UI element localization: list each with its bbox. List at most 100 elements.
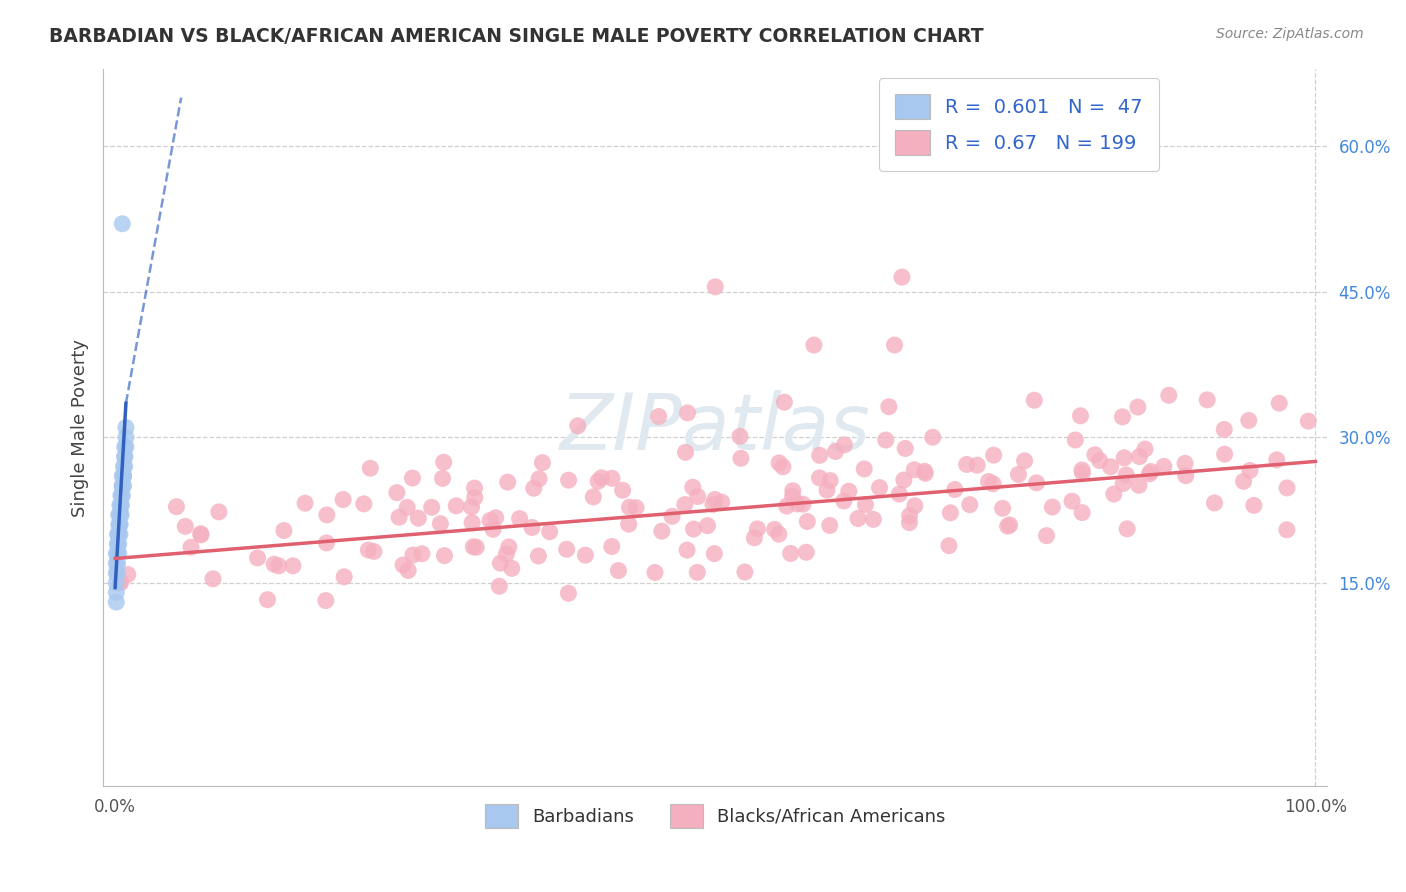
- Point: [617, 517, 640, 532]
- Point: [1102, 487, 1125, 501]
- Point: [111, 479, 134, 493]
- Point: [1157, 388, 1180, 402]
- Point: [479, 514, 502, 528]
- Point: [105, 547, 128, 561]
- Point: [600, 471, 623, 485]
- Point: [489, 556, 512, 570]
- Point: [675, 445, 697, 459]
- Point: [263, 558, 285, 572]
- Legend: Barbadians, Blacks/African Americans: Barbadians, Blacks/African Americans: [478, 797, 953, 835]
- Point: [582, 490, 605, 504]
- Point: [893, 473, 915, 487]
- Point: [111, 479, 134, 493]
- Point: [647, 409, 669, 424]
- Point: [267, 558, 290, 573]
- Point: [818, 518, 841, 533]
- Point: [523, 481, 546, 495]
- Point: [772, 459, 794, 474]
- Point: [107, 517, 129, 532]
- Point: [1099, 459, 1122, 474]
- Point: [773, 395, 796, 409]
- Point: [107, 537, 129, 551]
- Point: [890, 270, 912, 285]
- Point: [531, 456, 554, 470]
- Point: [463, 481, 485, 495]
- Point: [114, 450, 136, 464]
- Point: [485, 510, 508, 524]
- Point: [703, 547, 725, 561]
- Point: [108, 517, 131, 532]
- Point: [333, 570, 356, 584]
- Point: [1071, 466, 1094, 480]
- Point: [998, 517, 1021, 532]
- Point: [883, 338, 905, 352]
- Point: [107, 537, 129, 551]
- Point: [496, 475, 519, 490]
- Point: [815, 483, 838, 497]
- Point: [838, 484, 860, 499]
- Point: [1128, 450, 1150, 464]
- Point: [624, 500, 647, 515]
- Point: [855, 498, 877, 512]
- Point: [1084, 448, 1107, 462]
- Point: [710, 495, 733, 509]
- Point: [107, 527, 129, 541]
- Point: [768, 456, 790, 470]
- Point: [803, 338, 825, 352]
- Point: [894, 442, 917, 456]
- Point: [444, 499, 467, 513]
- Point: [408, 511, 430, 525]
- Point: [315, 536, 337, 550]
- Point: [105, 566, 128, 580]
- Point: [332, 492, 354, 507]
- Point: [115, 440, 138, 454]
- Point: [111, 488, 134, 502]
- Point: [111, 479, 134, 493]
- Point: [359, 461, 381, 475]
- Point: [644, 566, 666, 580]
- Point: [983, 448, 1005, 462]
- Point: [869, 481, 891, 495]
- Point: [903, 463, 925, 477]
- Point: [460, 500, 482, 514]
- Point: [1298, 414, 1320, 428]
- Point: [112, 459, 135, 474]
- Point: [509, 511, 531, 525]
- Point: [315, 508, 337, 522]
- Point: [1232, 475, 1254, 489]
- Point: [1071, 463, 1094, 477]
- Point: [567, 418, 589, 433]
- Point: [482, 522, 505, 536]
- Point: [1040, 500, 1063, 514]
- Point: [943, 483, 966, 497]
- Point: [747, 522, 769, 536]
- Point: [1088, 453, 1111, 467]
- Point: [433, 549, 456, 563]
- Point: [1025, 475, 1047, 490]
- Point: [105, 585, 128, 599]
- Point: [1035, 529, 1057, 543]
- Point: [1126, 400, 1149, 414]
- Point: [792, 497, 814, 511]
- Point: [315, 593, 337, 607]
- Point: [991, 501, 1014, 516]
- Point: [420, 500, 443, 515]
- Point: [1174, 456, 1197, 470]
- Point: [401, 471, 423, 485]
- Point: [246, 550, 269, 565]
- Point: [853, 462, 876, 476]
- Point: [808, 449, 831, 463]
- Point: [174, 519, 197, 533]
- Point: [105, 595, 128, 609]
- Point: [586, 475, 609, 489]
- Point: [959, 498, 981, 512]
- Point: [385, 485, 408, 500]
- Point: [107, 527, 129, 541]
- Point: [619, 500, 641, 515]
- Point: [1112, 476, 1135, 491]
- Point: [834, 438, 856, 452]
- Point: [114, 459, 136, 474]
- Text: BARBADIAN VS BLACK/AFRICAN AMERICAN SINGLE MALE POVERTY CORRELATION CHART: BARBADIAN VS BLACK/AFRICAN AMERICAN SING…: [49, 27, 984, 45]
- Point: [1069, 409, 1091, 423]
- Point: [520, 520, 543, 534]
